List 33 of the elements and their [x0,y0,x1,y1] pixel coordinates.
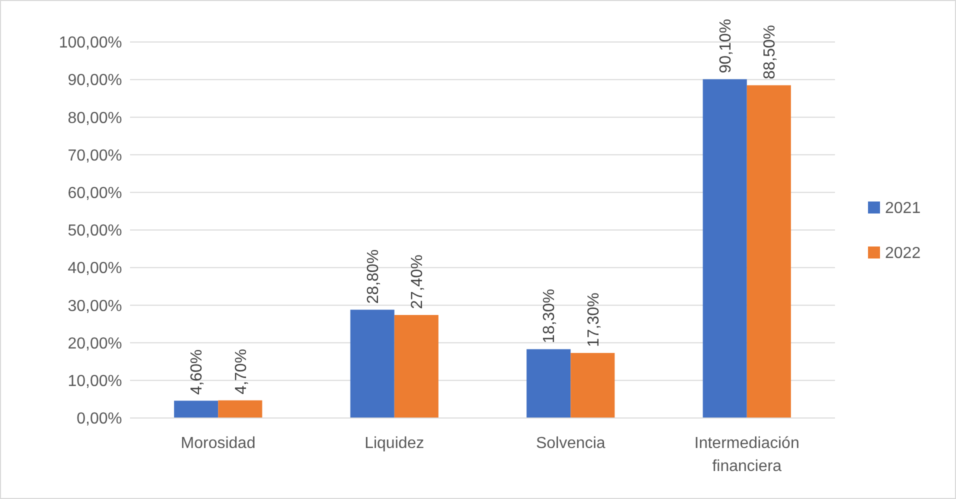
x-tick-label: Solvencia [536,435,606,452]
y-tick-label: 50,00% [68,222,122,240]
x-tick-label: Liquidez [364,435,424,452]
data-label: 17,30% [585,292,602,347]
data-label: 28,80% [364,249,382,304]
y-tick-label: 70,00% [68,147,122,164]
y-tick-label: 10,00% [68,373,122,390]
bar [746,85,791,418]
x-tick-label: Intermediación financiera [694,435,800,475]
y-tick-label: 100,00% [58,34,122,52]
bar [350,310,394,418]
y-tick-label: 20,00% [68,335,122,352]
data-label: 90,10% [717,18,734,74]
y-tick-label: 90,00% [68,72,122,90]
bar [570,352,615,418]
data-label: 4,60% [188,349,206,395]
legend-label: 2022 [885,245,921,262]
data-label: 18,30% [541,288,558,344]
y-tick-label: 60,00% [68,185,122,202]
y-tick-label: 80,00% [68,110,122,127]
bar [394,314,438,418]
bar [526,349,571,418]
y-tick-label: 0,00% [76,410,122,428]
data-label: 88,50% [762,24,779,80]
x-tick-label: Morosidad [180,435,256,452]
y-tick-label: 30,00% [68,298,122,315]
bar [218,400,262,418]
data-label: 27,40% [409,254,426,309]
y-tick-label: 40,00% [68,260,122,278]
legend-label: 2021 [885,200,921,218]
bar [702,79,747,418]
data-label: 4,70% [232,348,250,394]
bar [174,400,218,418]
